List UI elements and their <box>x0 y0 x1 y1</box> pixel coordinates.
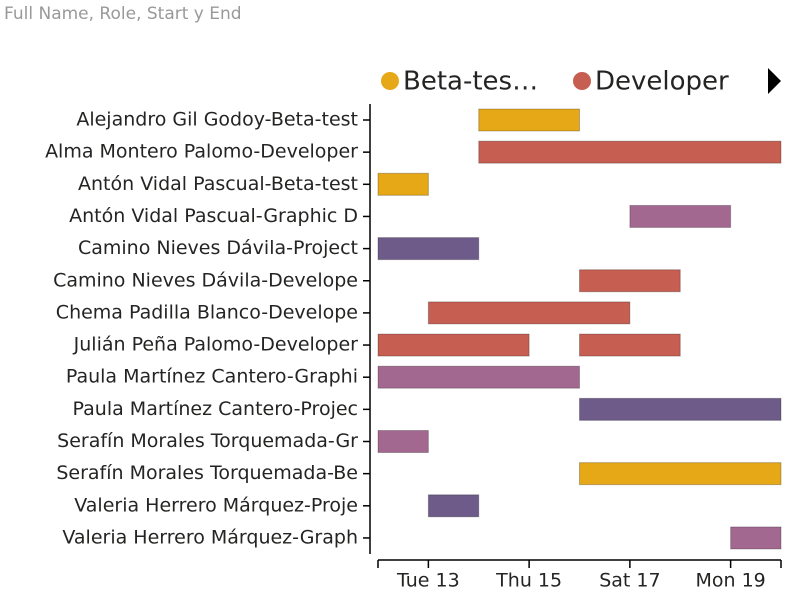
row-label: Camino Nieves Dávila-Develope <box>53 269 358 291</box>
task-bar <box>579 462 782 486</box>
task-bar <box>579 333 681 357</box>
task-bar <box>377 237 480 261</box>
task-bar <box>579 269 681 293</box>
task-bar <box>427 494 480 518</box>
task-bar <box>377 365 580 389</box>
row-label: Camino Nieves Dávila-Project <box>78 237 358 259</box>
row-label: Antón Vidal Pascual-Beta-test <box>78 173 358 195</box>
x-tick-label: Thu 15 <box>495 570 562 592</box>
task-bar <box>730 526 782 550</box>
task-bar <box>377 172 429 196</box>
legend-next-arrow[interactable] <box>768 68 781 94</box>
row-label: Julián Peña Palomo-Developer <box>73 334 359 356</box>
row-label: Valeria Herrero Márquez-Proje <box>74 494 358 516</box>
x-tick-label: Sat 17 <box>599 570 660 592</box>
task-bar <box>427 301 631 325</box>
legend-label: Beta-tes… <box>403 67 538 97</box>
row-label: Valeria Herrero Márquez-Graph <box>62 526 358 548</box>
x-tick-label: Mon 19 <box>695 570 765 592</box>
task-bar <box>478 108 580 132</box>
task-bar <box>377 430 429 453</box>
row-label: Alma Montero Palomo-Developer <box>45 141 358 163</box>
task-bar <box>377 333 530 357</box>
row-label: Paula Martínez Cantero-Projec <box>73 398 358 420</box>
row-label: Alejandro Gil Godoy-Beta-test <box>76 109 358 131</box>
row-label: Paula Martínez Cantero-Graphi <box>66 366 358 388</box>
row-label: Antón Vidal Pascual-Graphic D <box>69 205 358 227</box>
chart-title: Full Name, Role, Start y End <box>4 4 242 24</box>
task-bar <box>579 397 782 421</box>
legend-label: Developer <box>595 67 729 97</box>
task-bar <box>629 204 732 228</box>
row-label: Chema Padilla Blanco-Develope <box>56 301 358 323</box>
row-label: Serafín Morales Torquemada-Be <box>56 462 358 484</box>
row-label: Serafín Morales Torquemada-Gr <box>57 430 358 452</box>
task-bar <box>478 140 782 164</box>
legend-marker <box>573 72 591 90</box>
x-tick-label: Tue 13 <box>396 570 460 592</box>
legend-marker <box>381 72 399 90</box>
